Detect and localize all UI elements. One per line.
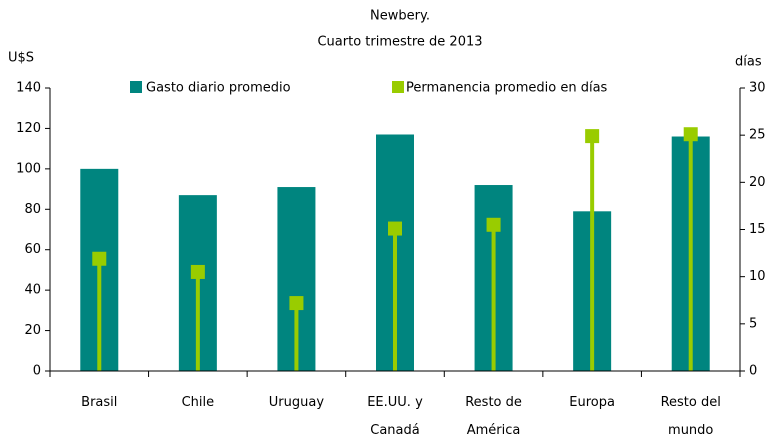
y2-tick-label: 25 — [749, 128, 766, 143]
x-tick-label: Uruguay — [269, 395, 325, 410]
legend-swatch — [130, 81, 142, 93]
y-tick-label: 0 — [33, 364, 41, 379]
legend-label: Gasto diario promedio — [146, 81, 291, 96]
y2-tick-label: 15 — [749, 222, 766, 237]
lollipop-marker — [388, 221, 402, 236]
chart-subtitle: Cuarto trimestre de 2013 — [317, 35, 482, 50]
x-tick-label: EE.UU. y Canadá — [367, 395, 423, 437]
y-tick-label: 120 — [16, 121, 41, 136]
y-tick-label: 20 — [24, 323, 41, 338]
lollipop-marker — [486, 217, 501, 232]
lollipop-marker — [190, 264, 205, 279]
y2-tick-label: 20 — [749, 175, 766, 190]
x-tick-label: Resto de América — [465, 395, 522, 437]
y-tick-label: 80 — [24, 202, 41, 217]
lollipop-marker — [585, 129, 600, 144]
y-tick-label: 40 — [24, 283, 41, 298]
y-axis-label: U$S — [8, 51, 34, 66]
chart-title: Newbery. — [370, 9, 430, 24]
x-tick-label: Resto del mundo — [661, 395, 721, 437]
lollipop-marker — [92, 251, 107, 266]
x-tick-label: Brasil — [81, 395, 117, 410]
y2-tick-label: 5 — [749, 316, 757, 331]
y2-tick-label: 0 — [749, 364, 757, 379]
x-tick-label: Europa — [569, 395, 615, 410]
y2-tick-label: 30 — [749, 81, 766, 96]
y2-tick-label: 10 — [749, 269, 766, 284]
lollipop-marker — [683, 127, 698, 142]
y-tick-label: 140 — [16, 81, 41, 96]
y-tick-label: 60 — [24, 242, 41, 257]
lollipop-marker — [289, 296, 304, 311]
y-tick-label: 100 — [16, 161, 41, 176]
x-tick-label: Chile — [182, 395, 215, 410]
legend-label: Permanencia promedio en días — [406, 81, 608, 96]
legend-swatch — [392, 81, 404, 93]
y2-axis-label: días — [735, 55, 762, 70]
